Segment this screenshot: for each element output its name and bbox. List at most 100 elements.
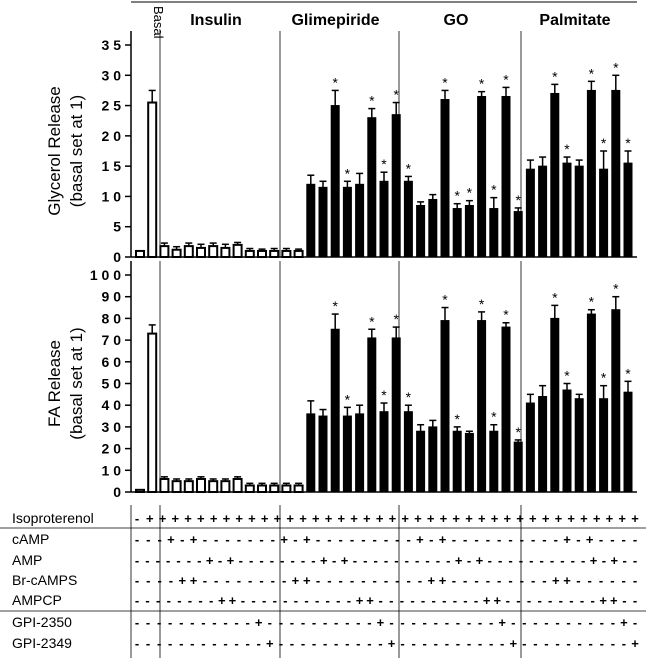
fa-y-axis-title-line1: FA Release <box>45 340 64 427</box>
fa-bar <box>171 480 182 493</box>
glycerol-significance-star: * <box>406 160 412 176</box>
fa-bar <box>244 484 255 493</box>
table-sign: - <box>214 573 218 588</box>
table-row-label: cAMP <box>12 531 49 547</box>
table-sign: + <box>190 532 198 547</box>
glycerol-significance-star: * <box>613 59 619 75</box>
fa-bar <box>232 477 243 494</box>
glycerol-significance-star: * <box>381 156 387 172</box>
table-sign: - <box>600 615 604 630</box>
fa-bar <box>550 317 560 493</box>
fa-significance-star: * <box>613 281 619 297</box>
glycerol-bar <box>342 186 352 258</box>
table-sign: - <box>508 532 512 547</box>
fa-bar <box>513 441 523 493</box>
table-sign: - <box>198 593 202 608</box>
table-sign: - <box>577 636 581 651</box>
glycerol-bar <box>428 198 438 258</box>
table-sign: + <box>427 573 435 588</box>
table-sign: - <box>363 553 367 568</box>
table-sign: - <box>406 532 410 547</box>
glycerol-bar <box>220 246 231 259</box>
glycerol-bar <box>171 248 182 259</box>
glycerol-bar <box>257 249 267 258</box>
table-sign: - <box>201 615 205 630</box>
fa-y-tick-label: 6 0 <box>102 354 122 370</box>
table-sign: - <box>395 532 399 547</box>
table-sign: - <box>395 573 399 588</box>
table-sign: + <box>563 532 571 547</box>
table-sign: - <box>339 573 343 588</box>
glycerol-bar <box>550 92 560 258</box>
group-label-go: GO <box>444 12 469 29</box>
fa-significance-star: * <box>381 387 387 403</box>
table-sign: - <box>327 573 331 588</box>
table-sign: - <box>339 532 343 547</box>
table-sign: - <box>214 532 218 547</box>
table-sign: - <box>245 615 249 630</box>
table-sign: + <box>325 511 333 526</box>
glycerol-bar <box>403 180 413 258</box>
table-sign: - <box>474 593 478 608</box>
table-sign: - <box>157 636 161 651</box>
table-sign: - <box>622 593 626 608</box>
table-sign: + <box>465 511 473 526</box>
table-sign: - <box>599 573 603 588</box>
table-sign: - <box>301 553 305 568</box>
fa-bar <box>452 430 462 493</box>
fa-bar <box>306 413 316 493</box>
table-sign: - <box>410 593 414 608</box>
fa-bar <box>355 413 365 493</box>
table-sign: - <box>622 553 626 568</box>
glycerol-bar <box>318 186 328 258</box>
table-sign: - <box>445 615 449 630</box>
table-sign: + <box>206 553 214 568</box>
table-sign: + <box>439 573 447 588</box>
table-sign: - <box>223 636 227 651</box>
table-sign: + <box>320 553 328 568</box>
table-sign: - <box>406 573 410 588</box>
fa-bar <box>367 337 377 493</box>
glycerol-bar <box>379 180 389 258</box>
table-sign: - <box>290 615 294 630</box>
table-sign: - <box>135 553 139 568</box>
table-sign: - <box>135 511 139 526</box>
table-sign: - <box>589 615 593 630</box>
table-sign: - <box>452 532 456 547</box>
table-sign: - <box>506 593 510 608</box>
fa-bar <box>586 313 596 493</box>
table-sign: - <box>577 615 581 630</box>
table-sign: + <box>567 511 575 526</box>
fa-bar <box>562 389 572 493</box>
table-sign: - <box>554 532 558 547</box>
table-sign: - <box>384 553 388 568</box>
fa-y-tick-label: 2 0 <box>102 441 122 457</box>
table-sign: - <box>245 636 249 651</box>
table-sign: - <box>209 593 213 608</box>
table-sign: - <box>157 573 161 588</box>
glycerol-y-axis-title-line1: Glycerol Release <box>45 86 64 215</box>
table-sign: - <box>312 615 316 630</box>
fa-bar <box>196 477 206 494</box>
table-sign: - <box>520 532 524 547</box>
fa-bar <box>489 430 499 493</box>
table-sign: - <box>580 593 584 608</box>
fa-release-panel: 0 1 0 2 0 3 0 4 0 5 0 6 0 7 0 8 0 9 0 1 0 0 FA Rele… <box>45 261 637 500</box>
glycerol-y-axis-title-line2: (basal set at 1) <box>67 95 86 207</box>
table-sign: - <box>467 615 471 630</box>
glycerol-bar <box>489 208 499 258</box>
table-sign: + <box>227 553 235 568</box>
table-sign: - <box>478 615 482 630</box>
glycerol-bar <box>269 249 280 258</box>
table-sign: - <box>610 532 614 547</box>
table-sign: - <box>379 593 383 608</box>
fa-significance-star: * <box>345 391 351 407</box>
table-sign: - <box>361 573 365 588</box>
fa-significance-star: * <box>406 389 412 405</box>
fa-bar <box>391 337 401 493</box>
glycerol-bar <box>330 105 340 258</box>
table-sign: + <box>280 532 288 547</box>
table-sign: + <box>476 553 484 568</box>
table-sign: + <box>229 593 237 608</box>
table-sign: + <box>312 511 320 526</box>
